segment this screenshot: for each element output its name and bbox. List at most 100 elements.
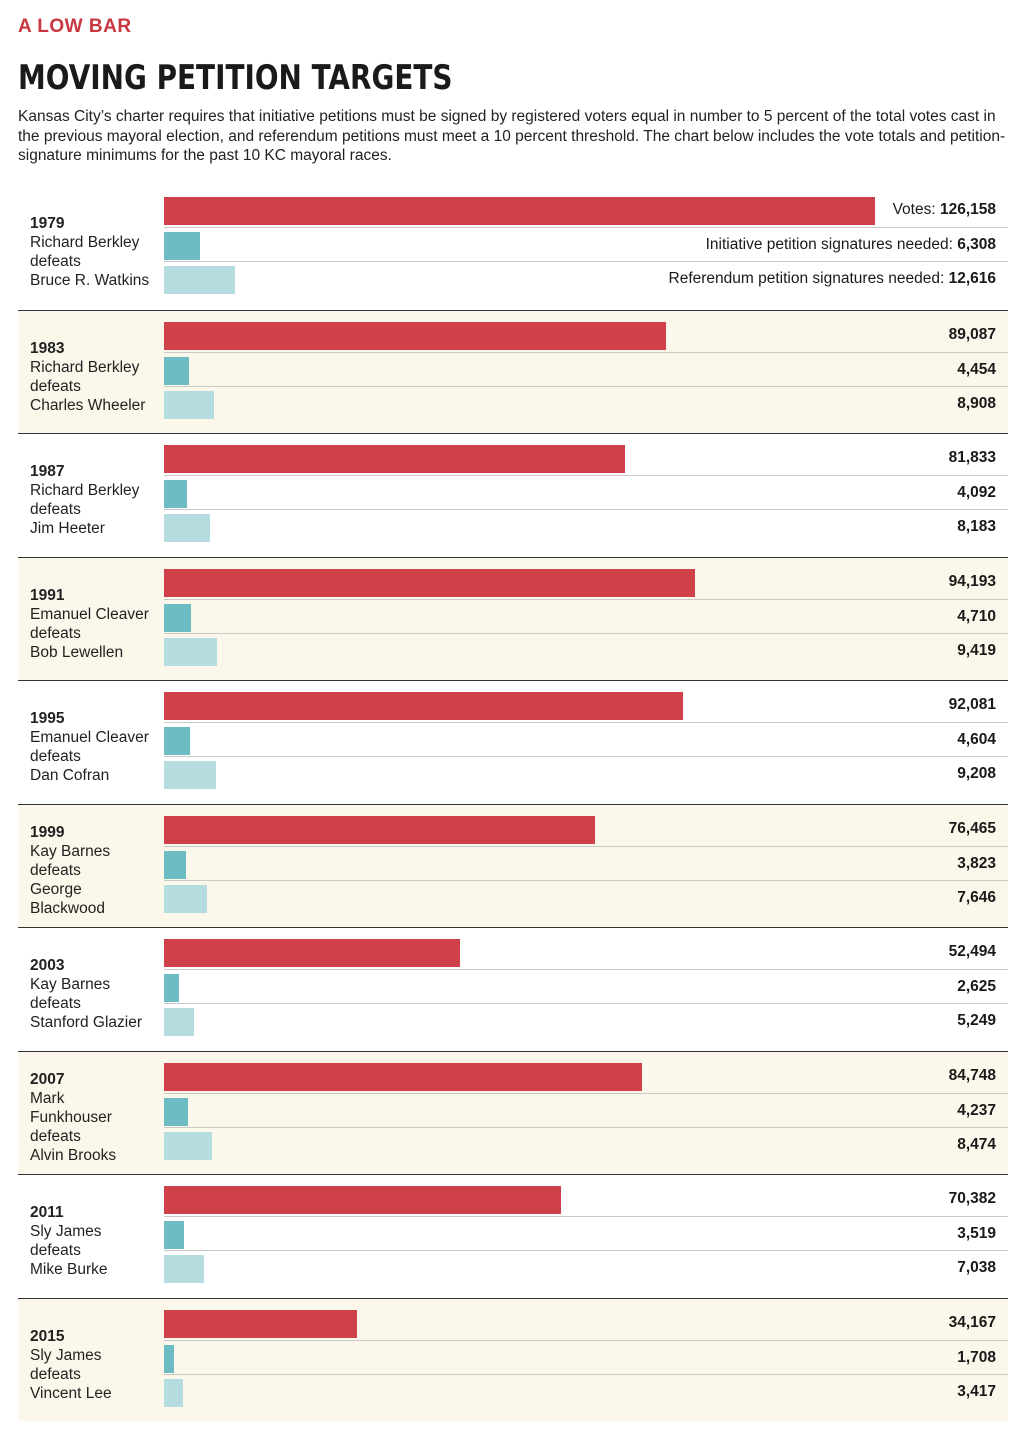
race-year: 2003 (30, 957, 65, 974)
race-year: 1983 (30, 339, 65, 357)
race-candidates-line: Stanford Glazier (30, 1014, 142, 1031)
race-2011: 2011 Sly James defeats Mike Burke 70,382 3,51… (18, 1174, 1008, 1298)
race-candidates-line: Kay Barnes (30, 842, 111, 860)
votes-value-label: 92,081 (949, 696, 996, 714)
votes-row: 94,193 (164, 565, 1008, 599)
referendum-bar (164, 761, 216, 789)
referendum-row: 5,249 (164, 1003, 1008, 1038)
referendum-value: 8,183 (957, 518, 996, 535)
race-candidates-line: defeats (30, 253, 81, 270)
race-candidates-line: Blackwood (30, 899, 105, 917)
race-label: 2003 Kay Barnes defeats Stanford Glazier (30, 956, 165, 1032)
race-1999: 1999 Kay Barnes defeats George Blackwood 76,4… (18, 803, 1008, 927)
race-label: 1995 Emanuel Cleaver defeats Dan Cofran (30, 709, 165, 785)
initiative-value: 4,604 (957, 731, 996, 748)
votes-value-label: 34,167 (949, 1314, 996, 1332)
initiative-value: 1,708 (957, 1348, 996, 1366)
race-1983: 1983 Richard Berkley defeats Charles Wheele… (18, 309, 1008, 433)
race-label: 2015 Sly James defeats Vincent Lee (30, 1327, 165, 1403)
initiative-value-label: 4,710 (957, 608, 996, 626)
votes-value: 84,748 (948, 1066, 996, 1084)
votes-value-label: 52,494 (949, 943, 996, 961)
race-candidates-line: Richard Berkley (30, 358, 140, 376)
race-candidates-line: George (30, 880, 82, 898)
referendum-value: 8,908 (957, 394, 996, 412)
race-year: 1979 (30, 215, 65, 232)
race-year: 1991 (30, 586, 65, 604)
votes-row: 92,081 (164, 688, 1008, 722)
initiative-value: 4,454 (957, 360, 996, 378)
votes-bar (164, 692, 683, 720)
initiative-row: 2,625 (164, 969, 1008, 1004)
initiative-value: 4,710 (957, 607, 996, 625)
votes-row: 70,382 (164, 1182, 1008, 1216)
referendum-row: 8,183 (164, 509, 1008, 544)
initiative-value-label: 4,092 (957, 484, 996, 502)
referendum-row: 3,417 (164, 1373, 1008, 1409)
votes-value-label: 84,748 (949, 1067, 996, 1085)
kicker: A LOW BAR (18, 16, 132, 37)
initiative-value: 6,308 (957, 236, 996, 253)
race-candidates-line: defeats (30, 1242, 81, 1259)
initiative-value: 3,823 (957, 854, 996, 872)
referendum-bar (164, 1378, 183, 1407)
race-candidates-line: Jim Heeter (30, 520, 105, 537)
race-label: 2011 Sly James defeats Mike Burke (30, 1203, 165, 1279)
initiative-value-label: 4,454 (957, 361, 996, 379)
initiative-bar (164, 480, 187, 508)
chart-title: MOVING PETITION TARGETS (18, 58, 453, 98)
initiative-row: 4,604 (164, 722, 1008, 757)
race-candidates-line: defeats (30, 861, 81, 879)
race-year: 1995 (30, 710, 65, 727)
votes-value-label: Votes: 126,158 (893, 201, 996, 219)
initiative-value-label: 2,625 (957, 978, 996, 996)
initiative-row: 4,454 (164, 351, 1008, 387)
referendum-value: 8,474 (957, 1135, 996, 1153)
votes-bar (164, 815, 595, 844)
race-2003: 2003 Kay Barnes defeats Stanford Glazier 52,… (18, 927, 1008, 1051)
votes-row: 76,465 (164, 812, 1008, 846)
race-candidates-line: defeats (30, 501, 81, 518)
race-year: 1987 (30, 463, 65, 480)
referendum-value-label: Referendum petition signatures needed: 1… (669, 270, 996, 288)
initiative-bar (164, 850, 186, 879)
votes-value-label: 81,833 (949, 449, 996, 467)
race-candidates-line: Kay Barnes (30, 976, 111, 993)
initiative-bar (164, 232, 200, 260)
votes-row: 84,748 (164, 1059, 1008, 1093)
bar-chart: 1979 Richard Berkley defeats Bruce R. Watki… (18, 186, 1008, 1421)
referendum-row: 7,646 (164, 879, 1008, 915)
race-label: 1999 Kay Barnes defeats George Blackwood (30, 823, 165, 918)
initiative-value: 2,625 (957, 978, 996, 995)
referendum-value-label: 7,038 (957, 1259, 996, 1277)
race-candidates-line: Sly James (30, 1223, 102, 1240)
referendum-bar (164, 390, 214, 419)
race-candidates-line: defeats (30, 748, 81, 765)
race-candidates-line: Mike Burke (30, 1261, 108, 1278)
referendum-bar (164, 514, 210, 542)
initiative-bar (164, 603, 191, 632)
race-year: 2011 (30, 1204, 64, 1221)
initiative-bar (164, 1221, 184, 1249)
initiative-value-label: 4,237 (957, 1102, 996, 1120)
initiative-row: 1,708 (164, 1339, 1008, 1375)
initiative-value: 4,092 (957, 484, 996, 501)
votes-value: 76,465 (948, 819, 996, 837)
referendum-value-label: 7,646 (957, 889, 996, 907)
votes-value: 34,167 (948, 1313, 996, 1331)
votes-value: 70,382 (948, 1190, 996, 1207)
initiative-row: 4,092 (164, 475, 1008, 510)
initiative-value-label: 3,823 (957, 855, 996, 873)
race-candidates-line: defeats (30, 1365, 81, 1383)
votes-bar (164, 445, 625, 473)
race-2015: 2015 Sly James defeats Vincent Lee 34,167 1,7… (18, 1297, 1008, 1421)
votes-row: 89,087 (164, 318, 1008, 352)
votes-row: 81,833 (164, 441, 1008, 475)
referendum-value-label: 5,249 (957, 1012, 996, 1030)
intro-text: Kansas City’s charter requires that init… (18, 108, 1006, 164)
votes-bar (164, 568, 695, 597)
referendum-row: 8,908 (164, 385, 1008, 421)
initiative-value: 3,519 (957, 1225, 996, 1242)
race-candidates-line: defeats (30, 377, 81, 395)
race-1991: 1991 Emanuel Cleaver defeats Bob Lewellen 94… (18, 556, 1008, 680)
